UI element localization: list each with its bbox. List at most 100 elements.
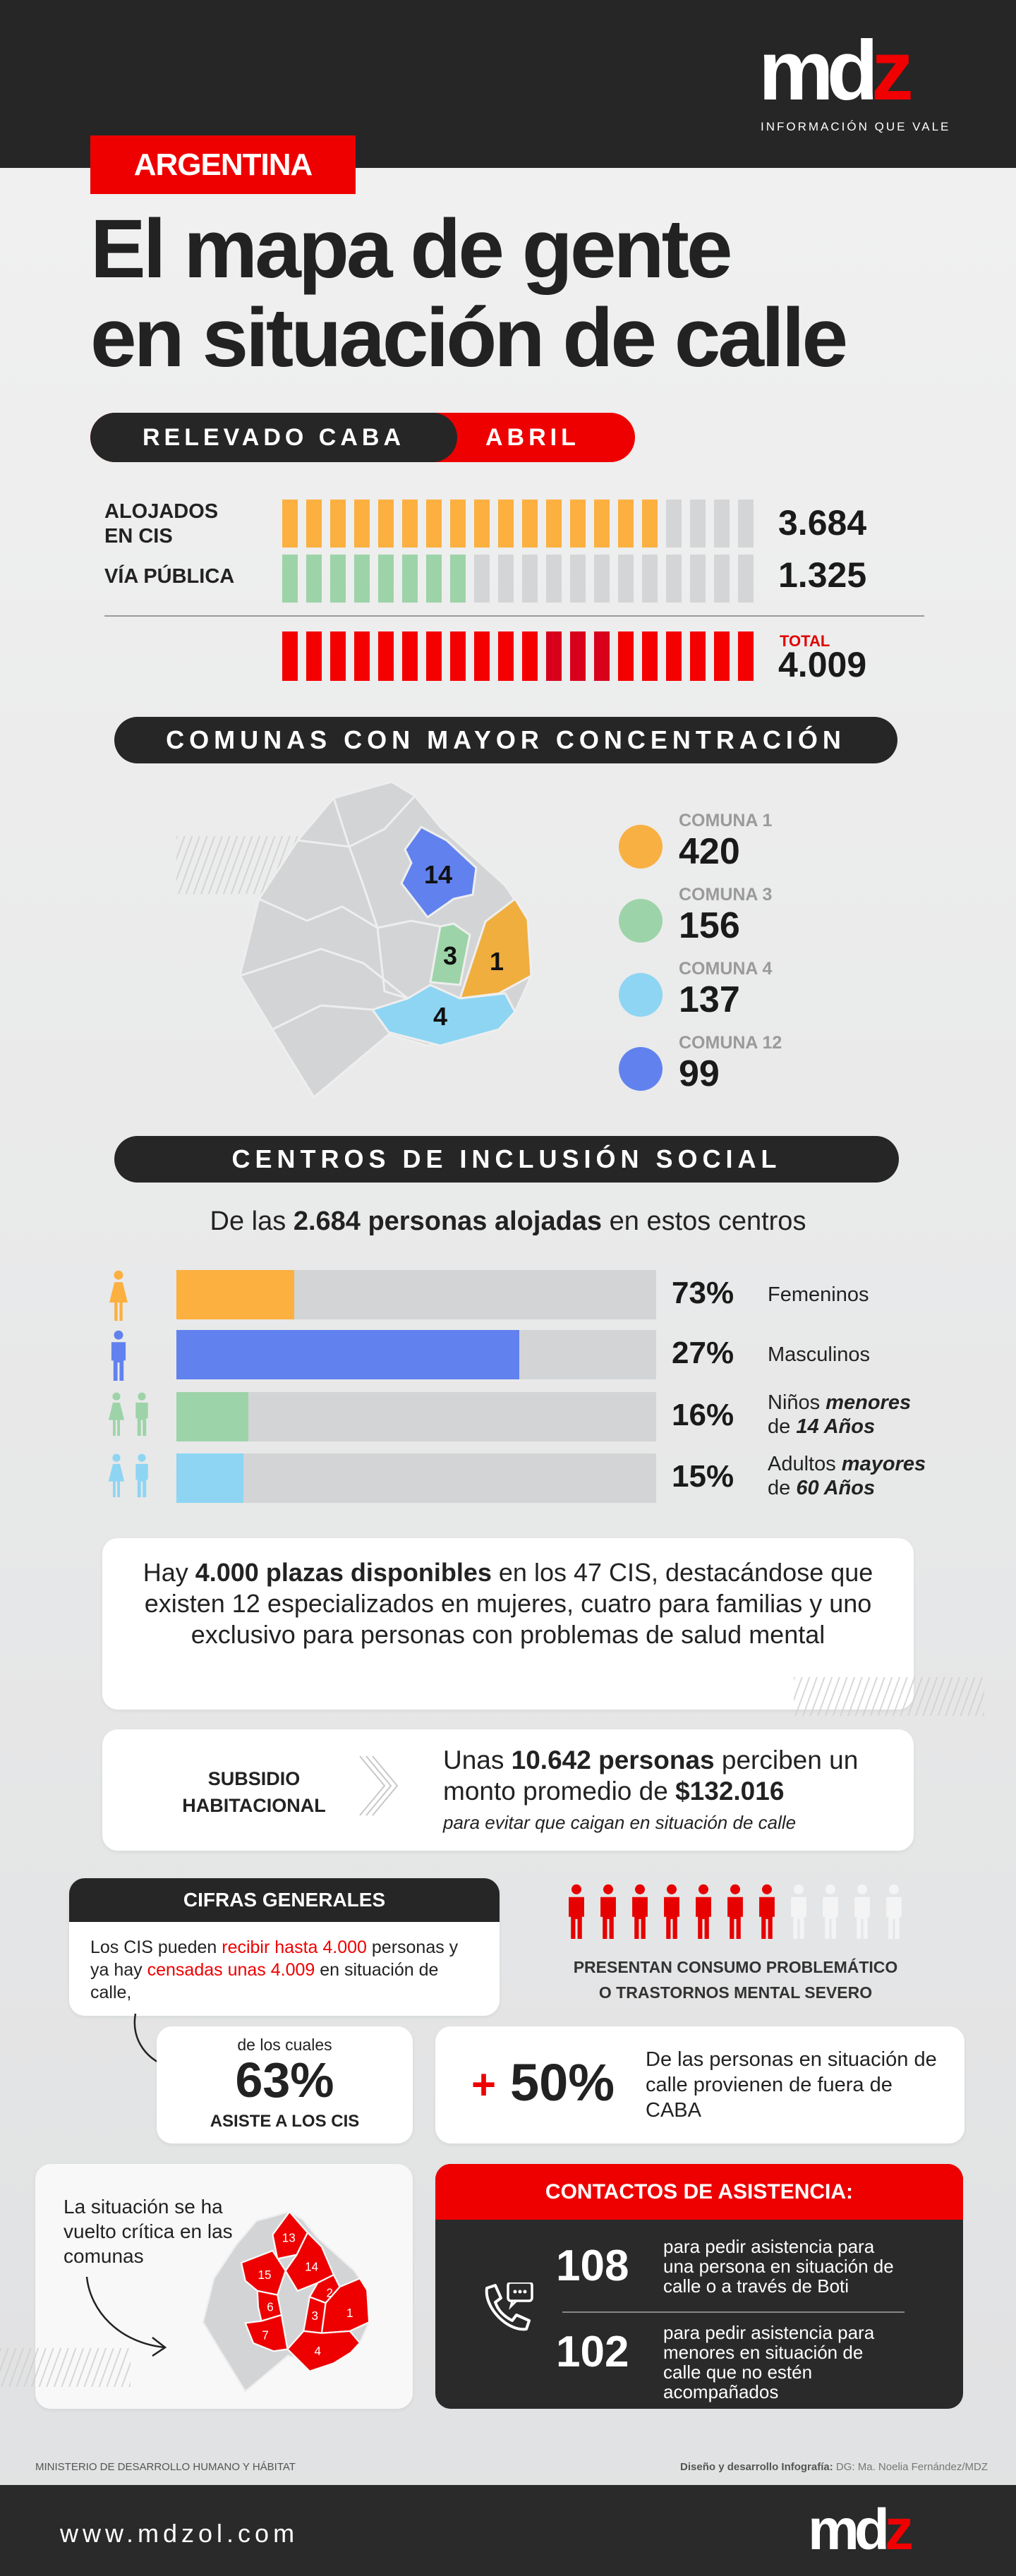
person-icon bbox=[628, 1884, 652, 1942]
bar-segment bbox=[738, 500, 754, 548]
person-icon bbox=[596, 1884, 620, 1942]
bar-segment bbox=[306, 500, 322, 548]
bar-segment bbox=[714, 631, 730, 681]
map-label-4: 4 bbox=[433, 1002, 447, 1031]
chevrons-icon bbox=[359, 1755, 399, 1816]
svg-text:13: 13 bbox=[282, 2231, 296, 2244]
subsidio-text: Unas 10.642 personas perciben un monto p… bbox=[443, 1746, 859, 1806]
bar-segment bbox=[306, 631, 322, 681]
cis-label: Adultos mayores de 60 Años bbox=[768, 1453, 926, 1499]
website-link[interactable]: www.mdzol.com bbox=[60, 2519, 299, 2548]
bar-segment bbox=[306, 555, 322, 603]
man-icon bbox=[106, 1330, 131, 1381]
bar-segment bbox=[618, 555, 634, 603]
subsidio-note: para evitar que caigan en situación de c… bbox=[443, 1812, 797, 1833]
plus-sign: + bbox=[471, 2061, 497, 2108]
divider bbox=[104, 615, 924, 617]
bar-segment bbox=[450, 555, 466, 603]
svg-text:6: 6 bbox=[267, 2300, 274, 2314]
bar-segment bbox=[354, 631, 370, 681]
caba-comunas-map: 14 3 1 4 bbox=[238, 780, 533, 1099]
bar-segment bbox=[426, 500, 442, 548]
comuna-13-area bbox=[272, 2211, 309, 2260]
svg-text:1: 1 bbox=[346, 2306, 353, 2320]
footer-bar bbox=[0, 2485, 1016, 2576]
contactos-heading: CONTACTOS DE ASISTENCIA: bbox=[435, 2164, 963, 2220]
bar-segment bbox=[714, 500, 730, 548]
elderly-icon bbox=[106, 1453, 152, 1497]
svg-text:15: 15 bbox=[258, 2268, 272, 2282]
bar-segment bbox=[522, 500, 538, 548]
legend-value: 99 bbox=[679, 1053, 720, 1094]
bar-segment bbox=[594, 555, 610, 603]
bar-segment bbox=[570, 500, 586, 548]
map-label-14: 14 bbox=[424, 860, 452, 889]
row-label-via-publica: VÍA PÚBLICA bbox=[104, 565, 235, 588]
bar-segment bbox=[690, 500, 706, 548]
bar-segment bbox=[426, 631, 442, 681]
segment-bar-total bbox=[282, 631, 754, 681]
bar-segment bbox=[594, 500, 610, 548]
bar-segment bbox=[498, 500, 514, 548]
bar-segment bbox=[690, 631, 706, 681]
phone-chat-icon bbox=[485, 2282, 533, 2331]
contact-number-102[interactable]: 102 bbox=[556, 2328, 629, 2376]
contactos-card: CONTACTOS DE ASISTENCIA: bbox=[435, 2164, 963, 2409]
total-value: 4.009 bbox=[778, 645, 867, 684]
bar-segment bbox=[570, 631, 586, 681]
cifras-text: Los CIS pueden recibir hasta 4.000 perso… bbox=[90, 1937, 459, 2002]
bar-segment bbox=[522, 555, 538, 603]
fuera-text: De las personas en situación de calle pr… bbox=[646, 2048, 937, 2122]
bar-segment bbox=[618, 500, 634, 548]
legend-dot bbox=[619, 973, 663, 1017]
bar-segment bbox=[282, 500, 298, 548]
tagline: INFORMACIÓN QUE VALE bbox=[761, 120, 951, 133]
woman-icon bbox=[106, 1270, 131, 1321]
bar-segment bbox=[402, 500, 418, 548]
bar-segment bbox=[474, 500, 490, 548]
survey-pill: RELEVADO CABA ABRIL bbox=[90, 413, 635, 462]
hatch-decoration bbox=[794, 1677, 984, 1716]
bar-segment bbox=[618, 631, 634, 681]
bar-segment bbox=[474, 631, 490, 681]
bar-segment bbox=[498, 555, 514, 603]
bar-segment bbox=[330, 500, 346, 548]
critica-text: La situación se ha vuelto crítica en las… bbox=[64, 2196, 233, 2267]
bar-segment bbox=[498, 631, 514, 681]
comuna-1-area bbox=[320, 2277, 370, 2334]
cis-percent: 15% bbox=[672, 1459, 734, 1494]
bar-segment bbox=[666, 500, 682, 548]
footer-mdz-logo[interactable]: mdz bbox=[808, 2498, 914, 2562]
value-via-publica: 1.325 bbox=[778, 555, 867, 595]
legend-value: 156 bbox=[679, 905, 740, 946]
bar-segment bbox=[474, 555, 490, 603]
survey-scope: RELEVADO CABA bbox=[90, 413, 457, 462]
bar-segment bbox=[450, 631, 466, 681]
bar-segment bbox=[690, 555, 706, 603]
legend-value: 420 bbox=[679, 831, 740, 872]
legend-label: COMUNA 4 bbox=[679, 959, 773, 979]
cis-label: Femeninos bbox=[768, 1283, 869, 1306]
person-icon bbox=[755, 1884, 779, 1942]
person-icon bbox=[660, 1884, 684, 1942]
cis-bar-fill bbox=[176, 1453, 244, 1503]
section-heading-cis: CENTROS DE INCLUSIÓN SOCIAL bbox=[114, 1136, 899, 1183]
bar-segment bbox=[642, 555, 658, 603]
cifras-heading: CIFRAS GENERALES bbox=[69, 1878, 500, 1922]
plazas-card bbox=[102, 1538, 914, 1710]
bar-segment bbox=[450, 500, 466, 548]
country-tag: ARGENTINA bbox=[90, 135, 356, 194]
contact-number-108[interactable]: 108 bbox=[556, 2242, 629, 2290]
cis-percent: 27% bbox=[672, 1336, 734, 1370]
people-icon-row bbox=[564, 1884, 906, 1942]
children-icon bbox=[106, 1392, 152, 1436]
legend-label: COMUNA 3 bbox=[679, 885, 773, 905]
mdz-logo[interactable]: mdz bbox=[758, 23, 914, 118]
legend-dot bbox=[619, 1047, 663, 1091]
critical-comunas-map: 13 14 15 2 6 3 1 7 4 bbox=[202, 2211, 370, 2393]
bar-segment bbox=[402, 555, 418, 603]
bar-segment bbox=[378, 500, 394, 548]
consumo-caption: PRESENTAN CONSUMO PROBLEMÁTICO O TRASTORN… bbox=[573, 1958, 898, 2002]
bar-segment bbox=[546, 631, 562, 681]
legend-label: COMUNA 1 bbox=[679, 811, 773, 830]
